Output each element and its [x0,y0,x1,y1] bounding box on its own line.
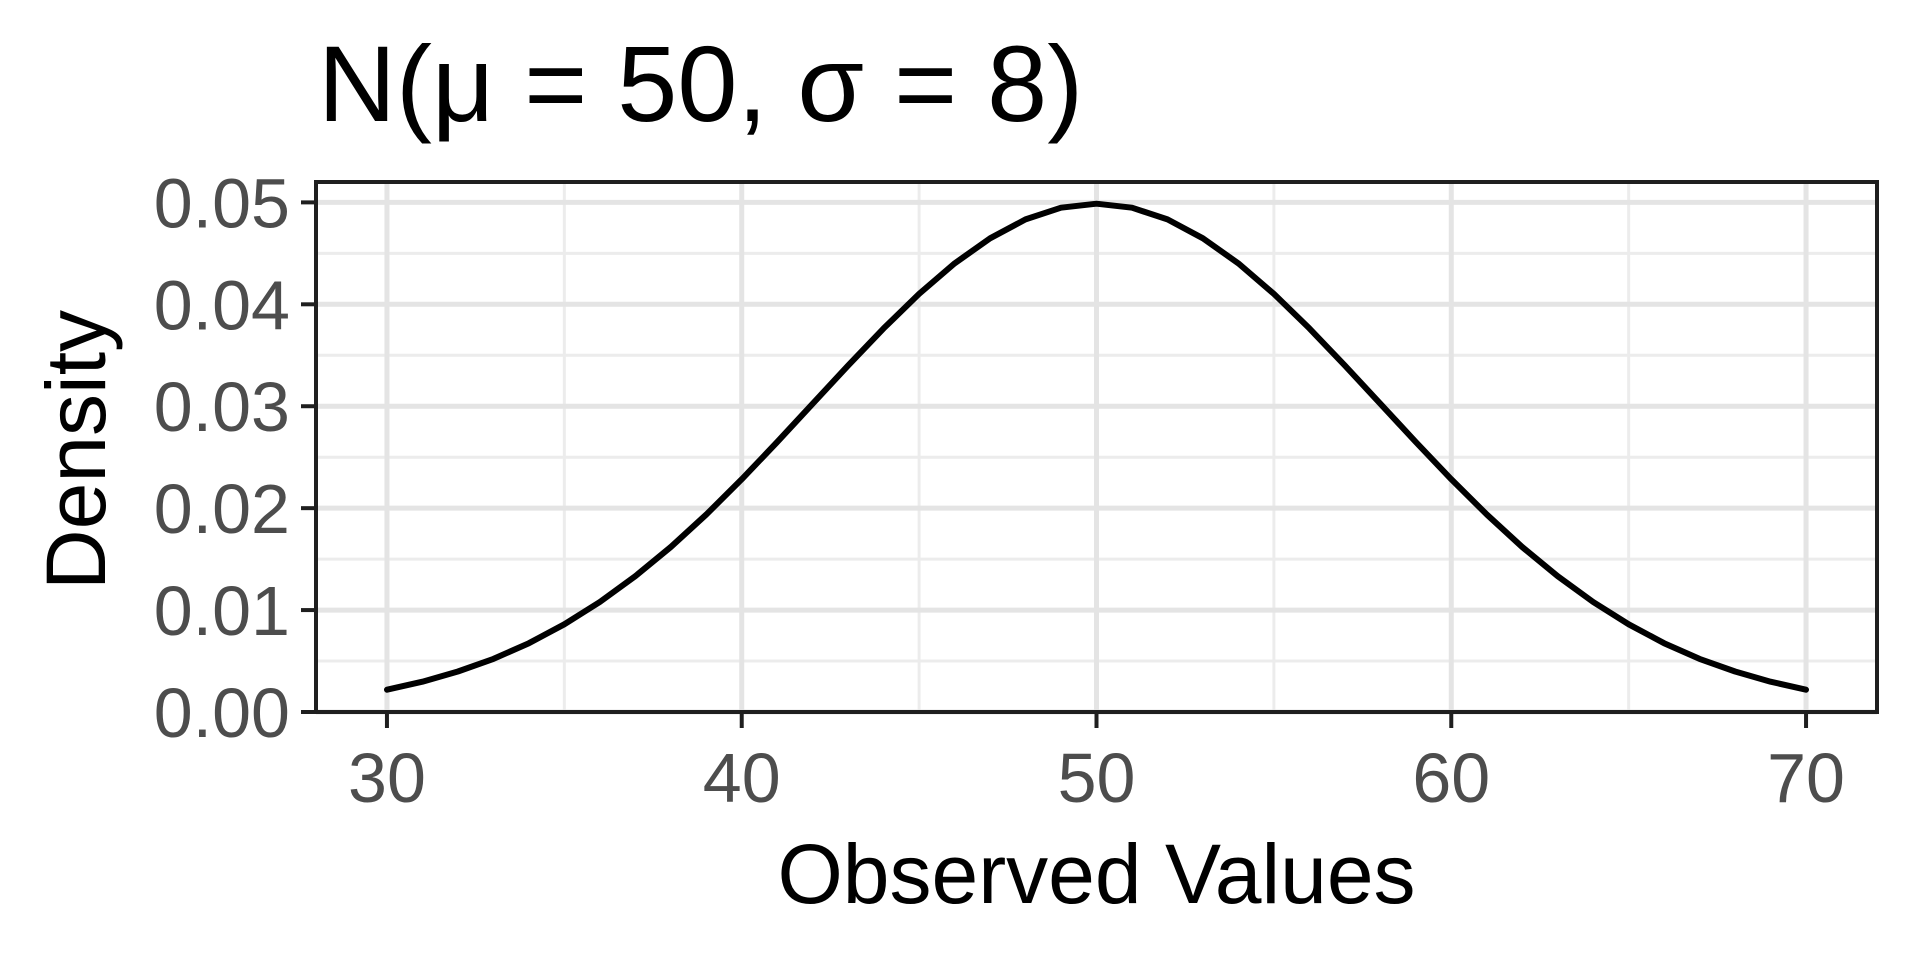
x-tick-label: 30 [348,739,426,817]
y-axis-title: Density [29,309,123,591]
y-tick-label: 0.01 [154,572,290,650]
y-tick-label: 0.02 [154,470,290,548]
y-tick-label: 0.05 [154,164,290,242]
y-tick-label: 0.04 [154,266,290,344]
y-tick-label: 0.03 [154,368,290,446]
x-axis-title: Observed Values [777,827,1416,921]
x-tick-label: 40 [703,739,781,817]
x-tick-label: 50 [1058,739,1136,817]
density-curve [384,200,1809,693]
y-tick-label: 0.00 [154,674,290,752]
chart-title: N(μ = 50, σ = 8) [318,23,1084,144]
x-tick-label: 60 [1412,739,1490,817]
x-tick-label: 70 [1767,739,1845,817]
